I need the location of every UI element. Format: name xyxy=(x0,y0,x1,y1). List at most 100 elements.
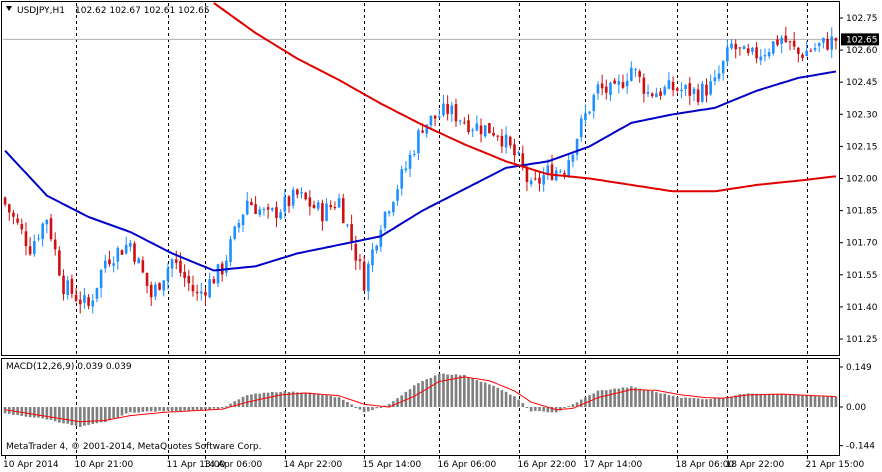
macd-bar xyxy=(83,407,86,426)
macd-tick-label: -0.144 xyxy=(846,442,875,452)
macd-bar xyxy=(642,389,646,407)
candle-up xyxy=(383,211,387,228)
candle-down xyxy=(538,177,541,184)
macd-bar xyxy=(709,398,712,407)
macd-bar xyxy=(488,384,491,407)
candle-up xyxy=(450,105,454,115)
candle-down xyxy=(329,204,333,208)
candle-up xyxy=(316,202,320,209)
macd-bar xyxy=(817,396,821,407)
macd-bar xyxy=(834,396,838,407)
macd-bar xyxy=(517,399,520,407)
macd-bar xyxy=(513,396,516,407)
time-gridlines xyxy=(76,3,808,454)
candle-down xyxy=(74,294,78,301)
macd-bar xyxy=(53,407,57,422)
price-tick-label: 101.25 xyxy=(846,335,878,345)
candle-down xyxy=(87,297,90,306)
price-tick-label: 102.45 xyxy=(846,78,878,88)
macd-bar xyxy=(508,394,512,407)
candle-up xyxy=(95,287,99,299)
candle-up xyxy=(425,124,429,134)
candle-down xyxy=(158,283,161,290)
macd-bar xyxy=(158,407,161,411)
macd-bar xyxy=(283,391,287,407)
candle-down xyxy=(496,135,500,137)
candle-up xyxy=(291,189,295,206)
macd-bar xyxy=(229,403,232,407)
price-tick-label: 102.60 xyxy=(846,46,878,56)
candle-up xyxy=(429,115,433,126)
candle-up xyxy=(634,69,637,71)
candle-down xyxy=(521,153,525,168)
macd-bar xyxy=(66,407,70,424)
price-pane[interactable] xyxy=(1,1,840,356)
candle-up xyxy=(99,269,103,289)
macd-bar xyxy=(58,407,61,423)
macd-bar xyxy=(162,407,166,412)
candle-up xyxy=(830,36,834,50)
candle-up xyxy=(596,84,600,94)
macd-bar xyxy=(579,399,583,407)
candle-up xyxy=(517,152,520,154)
candle-up xyxy=(730,43,733,49)
macd-bar xyxy=(41,407,44,419)
macd-bar xyxy=(245,395,249,407)
candle-down xyxy=(600,83,604,89)
candle-down xyxy=(500,135,504,147)
candle-up xyxy=(208,279,211,298)
candle-up xyxy=(646,91,650,94)
candle-down xyxy=(696,89,700,103)
macd-bar xyxy=(613,388,616,407)
time-tick-label: 18 Apr 06:00 xyxy=(676,460,735,470)
macd-bar xyxy=(684,397,687,407)
candle-down xyxy=(488,123,491,134)
macd-bar xyxy=(133,407,136,413)
time-tick-label: 10 Apr 2014 xyxy=(3,460,59,470)
macd-bar xyxy=(275,392,278,407)
candle-up xyxy=(129,242,132,247)
candle-down xyxy=(621,82,625,88)
candle-down xyxy=(467,120,470,133)
macd-histogram xyxy=(3,373,838,428)
candle-down xyxy=(24,231,28,247)
macd-bar xyxy=(329,395,333,407)
candle-up xyxy=(805,50,808,57)
macd-bar xyxy=(179,407,182,411)
candle-up xyxy=(346,224,349,226)
candle-down xyxy=(12,212,15,217)
candle-up xyxy=(245,200,249,215)
macd-bar xyxy=(124,407,128,414)
time-tick-label: 17 Apr 14:00 xyxy=(584,460,643,470)
macd-bar xyxy=(425,379,429,407)
candle-down xyxy=(776,39,779,45)
macd-bar xyxy=(600,390,604,407)
dropdown-arrow-icon[interactable] xyxy=(6,6,12,11)
macd-bar xyxy=(262,392,266,407)
candle-up xyxy=(200,291,203,294)
macd-bar xyxy=(500,390,504,407)
candle-down xyxy=(446,104,449,114)
macd-bar xyxy=(429,377,433,407)
macd-bar xyxy=(751,393,754,407)
macd-bar xyxy=(49,407,53,420)
candle-up xyxy=(279,212,282,219)
price-tick-label: 102.15 xyxy=(846,142,878,152)
macd-bar xyxy=(266,392,270,407)
macd-bar xyxy=(550,407,554,413)
macd-bar xyxy=(304,392,307,407)
macd-bar xyxy=(826,396,829,407)
macd-bar xyxy=(571,404,575,407)
macd-bar xyxy=(563,407,566,408)
macd-bar xyxy=(792,394,796,407)
price-tick-label: 102.00 xyxy=(846,175,878,185)
candle-up xyxy=(408,154,412,169)
candle-up xyxy=(154,284,157,297)
macd-bar xyxy=(37,407,40,418)
price-tick-label: 102.30 xyxy=(846,110,878,120)
candle-down xyxy=(62,275,65,295)
ohlc-values: 102.62 102.67 102.61 102.65 xyxy=(75,6,210,16)
